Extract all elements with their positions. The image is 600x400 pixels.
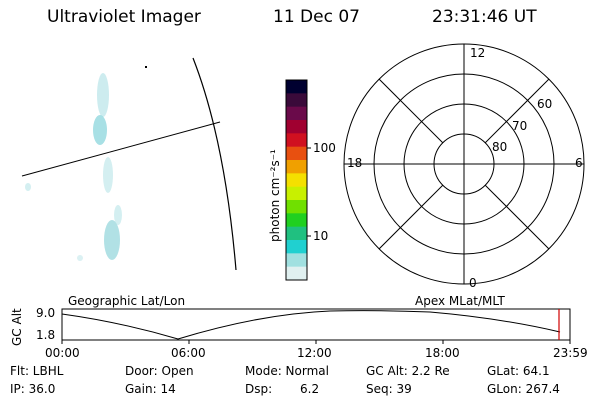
date-label: 11 Dec 07 [273,7,360,27]
colorbar-stripe [286,240,307,254]
colorbar-stripe [286,173,307,188]
colorbar-tick-label-100: 100 [313,141,336,155]
filter-info: Flt: LBHL [10,364,64,378]
lat-lon-gridline [21,121,221,177]
xtick-label-0600: 06:00 [171,346,206,360]
seq-info: Seq: 39 [366,382,412,396]
timeline-frame [61,308,571,341]
glat-info: GLat: 64.1 [487,364,550,378]
colorbar-frame [285,79,308,281]
mlt-label-12: 12 [470,46,486,60]
colorbar-stripe [286,106,307,121]
glon-info: GLon: 267.4 [487,382,560,396]
dsp-label: Dsp: [245,382,273,396]
polar-diagonal-nw [378,78,444,144]
colorbar-stripe [286,213,307,228]
instrument-title: Ultraviolet Imager [47,7,201,27]
lat-label-80: 80 [492,140,508,154]
xtick-label-0000: 00:00 [45,346,80,360]
gain-info: Gain: 14 [125,382,176,396]
altitude-curve [61,310,561,340]
mode-info: Mode: Normal [245,364,329,378]
xtick-label-2359: 23:59 [553,346,588,360]
colorbar-gradient [286,80,307,281]
timeline-ytick-max: 9.0 [36,306,56,320]
colorbar-stripe [286,120,307,134]
gc-alt-info: GC Alt: 2.2 Re [366,364,450,378]
time-label: 23:31:46 UT [432,7,537,27]
colorbar-stripe [286,253,307,268]
xtick-label-1800: 18:00 [425,346,460,360]
timeline-ytick-min: 1.8 [36,328,56,342]
colorbar-stripe [286,133,307,148]
colorbar-stripe [286,93,307,108]
mlt-label-18: 18 [347,156,363,170]
polar-diagonal-se [484,184,550,250]
polar-diagonal-sw [378,184,444,250]
colorbar-stripe [286,160,307,174]
earth-limb-arc [192,57,237,271]
mlt-label-0: 0 [469,276,477,290]
dsp-value: 6.2 [300,382,320,396]
colorbar-stripe [286,266,307,281]
ip-info: IP: 36.0 [10,382,56,396]
colorbar-stripe [286,80,307,94]
timeline-right-label: Apex MLat/MLT [415,294,505,308]
polar-diagonal-ne [484,78,550,144]
colorbar-stripe [286,186,307,201]
lat-label-60: 60 [537,97,553,111]
xtick-label-1200: 12:00 [297,346,332,360]
lat-label-70: 70 [512,119,528,133]
colorbar-stripe [286,146,307,161]
auroral-emission [25,73,122,261]
star-dot [145,66,147,68]
colorbar-tick-label-10: 10 [313,229,329,243]
colorbar-stripe [286,226,307,241]
timeline-left-label: Geographic Lat/Lon [68,294,186,308]
door-info: Door: Open [125,364,194,378]
colorbar-stripe [286,200,307,214]
mlt-label-6: 6 [575,156,583,170]
